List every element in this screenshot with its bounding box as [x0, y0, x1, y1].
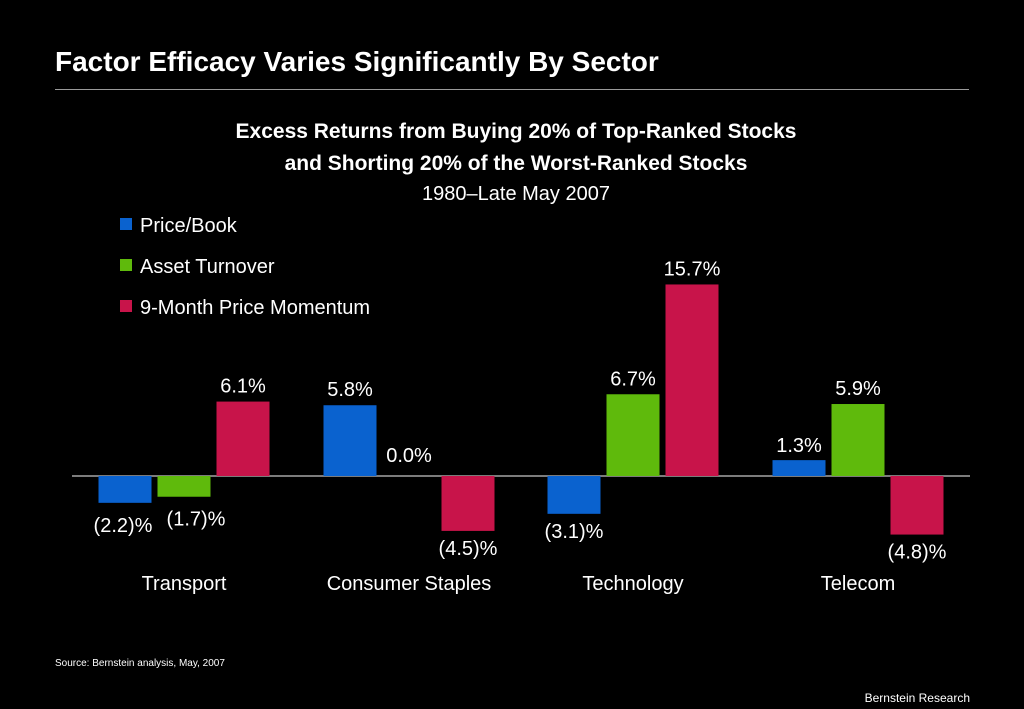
bar — [441, 476, 495, 531]
legend-swatch — [120, 218, 132, 230]
bar — [323, 405, 377, 476]
bar — [665, 284, 719, 476]
data-label: (2.2)% — [94, 515, 153, 537]
data-label: 15.7% — [664, 258, 721, 280]
bar — [216, 401, 270, 476]
title-divider — [55, 89, 969, 90]
data-label: 6.7% — [610, 368, 656, 390]
data-label: (1.7)% — [167, 509, 226, 531]
category-label: Telecom — [821, 573, 895, 595]
legend-label: Asset Turnover — [140, 256, 275, 278]
legend-label: Price/Book — [140, 215, 238, 237]
bar — [606, 394, 660, 476]
category-label: Consumer Staples — [327, 573, 492, 595]
legend-swatch — [120, 300, 132, 312]
data-label: (4.8)% — [888, 542, 947, 564]
bar — [890, 476, 944, 535]
category-label: Technology — [582, 573, 683, 595]
slide-title: Factor Efficacy Varies Significantly By … — [55, 46, 659, 77]
footer-brand: Bernstein Research — [864, 691, 970, 705]
legend-label: 9-Month Price Momentum — [140, 297, 370, 319]
chart-subtitle: 1980–Late May 2007 — [422, 183, 610, 205]
data-label: 1.3% — [776, 435, 822, 457]
legend-swatch — [120, 259, 132, 271]
data-label: 5.8% — [327, 379, 373, 401]
source-note: Source: Bernstein analysis, May, 2007 — [55, 658, 225, 669]
category-label: Transport — [142, 573, 227, 595]
bar — [831, 404, 885, 476]
bar — [157, 476, 211, 497]
bar — [547, 476, 601, 514]
data-label: (4.5)% — [439, 538, 498, 560]
bar — [98, 476, 152, 503]
data-label: 5.9% — [835, 378, 881, 400]
data-label: (3.1)% — [545, 521, 604, 543]
data-label: 0.0% — [386, 445, 432, 467]
data-label: 6.1% — [220, 376, 266, 398]
chart-title-line2: and Shorting 20% of the Worst-Ranked Sto… — [284, 152, 748, 175]
chart-title: Excess Returns from Buying 20% of Top-Ra… — [235, 120, 797, 143]
bar — [772, 460, 826, 476]
